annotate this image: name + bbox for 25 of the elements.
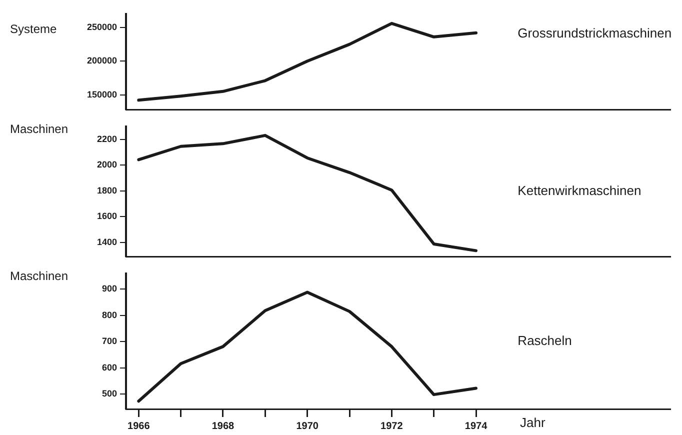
- text: Grossrundstrickmaschinen: [518, 26, 672, 41]
- y-tick-label: 900: [102, 284, 117, 294]
- y-tick-label: 1600: [96, 211, 117, 222]
- y-tick-label: 700: [102, 336, 117, 346]
- y-tick-label: 1800: [96, 185, 117, 196]
- y-tick-label: 200000: [86, 56, 117, 66]
- y-axis-title: Maschinen: [10, 269, 68, 283]
- y-tick-label: 2200: [96, 134, 117, 144]
- text: Rascheln: [518, 332, 572, 348]
- x-tick-label: 1970: [296, 420, 319, 432]
- y-tick-label: 500: [102, 388, 117, 399]
- y-tick-label: 1400: [96, 236, 117, 247]
- x-tick-label: 1974: [464, 420, 488, 432]
- y-tick-label: 250000: [86, 22, 117, 32]
- y-tick-label: 800: [102, 310, 117, 320]
- y-axis-title: Maschinen: [10, 122, 68, 136]
- x-axis-title: Jahr: [520, 415, 546, 430]
- x-tick-label: 1966: [128, 420, 150, 432]
- text: Kettenwirkmaschinen: [518, 183, 642, 198]
- x-tick-label: 1972: [380, 420, 404, 432]
- y-tick-label: 2000: [96, 160, 117, 170]
- y-tick-label: 600: [102, 362, 117, 372]
- y-axis-title: Systeme: [10, 22, 57, 36]
- x-tick-label: 1968: [212, 420, 235, 432]
- y-tick-label: 150000: [86, 89, 117, 100]
